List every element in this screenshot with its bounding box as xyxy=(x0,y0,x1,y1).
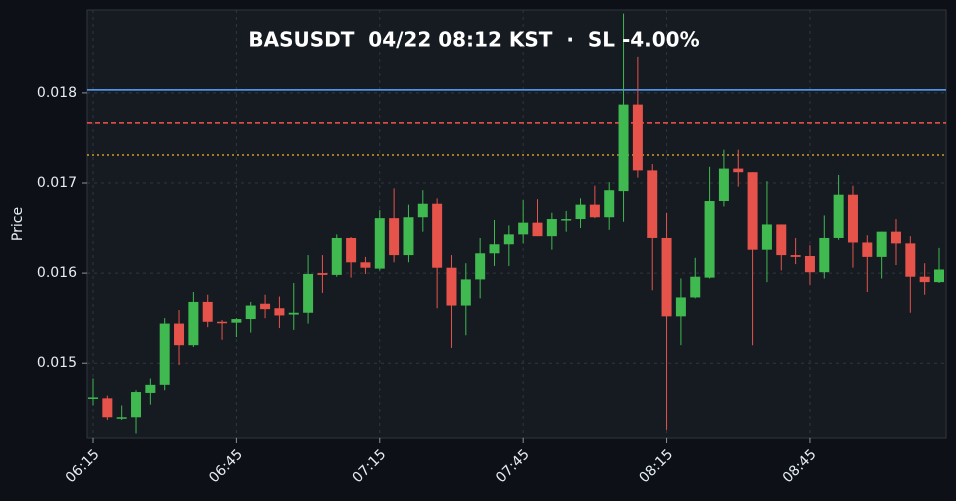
candle-body xyxy=(532,222,543,237)
candle-body xyxy=(331,237,342,275)
candle-body xyxy=(876,231,887,257)
candle-body xyxy=(145,384,156,393)
y-tick-label: 0.016 xyxy=(37,265,77,281)
candle-body xyxy=(919,276,930,283)
candle-body xyxy=(446,267,457,306)
candle-body xyxy=(675,297,686,317)
candle-body xyxy=(389,218,400,256)
candle-body xyxy=(862,242,873,257)
candle-body xyxy=(546,219,557,237)
candle-body xyxy=(518,222,529,235)
candle-body xyxy=(589,204,600,218)
candle-body xyxy=(217,321,228,324)
candle-body xyxy=(890,231,901,244)
candle-body xyxy=(116,417,127,419)
candle-body xyxy=(403,217,414,256)
candle-body xyxy=(432,203,443,268)
candle-body xyxy=(761,224,772,250)
candle-body xyxy=(131,392,142,418)
candle-body xyxy=(346,237,357,263)
candle-body xyxy=(790,255,801,257)
candle-body xyxy=(934,269,944,283)
y-tick-label: 0.018 xyxy=(37,85,77,101)
candle-body xyxy=(260,303,271,310)
candle-body xyxy=(690,276,701,298)
candle-body xyxy=(489,244,500,254)
candle-body xyxy=(647,170,658,238)
candle-body xyxy=(604,190,615,218)
candle-body xyxy=(733,168,744,173)
candle-body xyxy=(847,194,858,243)
candle-body xyxy=(905,243,916,277)
candle-body xyxy=(804,255,815,273)
candle-body xyxy=(575,204,586,220)
candle-body xyxy=(317,273,328,275)
candle-body xyxy=(417,203,428,218)
candle-body xyxy=(475,253,486,280)
candle-body xyxy=(274,308,285,316)
candle-body xyxy=(833,194,844,238)
candle-body xyxy=(374,218,385,269)
candle-body xyxy=(231,319,242,323)
candle-body xyxy=(245,305,256,320)
candle-body xyxy=(747,172,758,250)
candle-body xyxy=(819,237,830,273)
chart-title: BASUSDT 04/22 08:12 KST · SL -4.00% xyxy=(248,28,699,52)
candle-body xyxy=(303,274,314,313)
plot-area xyxy=(86,9,947,439)
candle-body xyxy=(618,104,629,192)
candle-body xyxy=(632,104,643,171)
candle-body xyxy=(561,219,572,221)
candle-body xyxy=(202,301,213,322)
candle-body xyxy=(718,168,729,202)
candle-body xyxy=(188,301,199,346)
candle-body xyxy=(704,201,715,278)
candle-body xyxy=(159,323,170,385)
y-axis-label: Price xyxy=(10,207,26,241)
candle-body xyxy=(174,323,185,346)
candle-body xyxy=(360,262,371,268)
y-tick-label: 0.017 xyxy=(37,175,77,191)
candle-body xyxy=(661,237,672,317)
candle-body xyxy=(776,224,787,256)
candle-body xyxy=(503,234,514,245)
candle-body xyxy=(102,398,113,418)
y-tick-label: 0.015 xyxy=(37,355,77,371)
candle-body xyxy=(288,312,299,315)
candle-body xyxy=(88,397,98,399)
candle-body xyxy=(460,279,471,306)
